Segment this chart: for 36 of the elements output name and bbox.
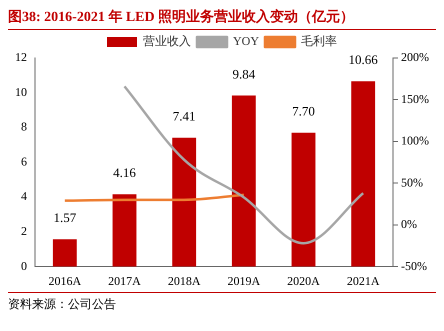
y-tick-label: 8 — [21, 120, 27, 134]
y2-tick-label: 150% — [401, 92, 430, 106]
y2-tick-label: 100% — [401, 134, 430, 148]
data-label: 4.16 — [113, 165, 136, 180]
legend-label: 营业收入 — [143, 34, 191, 48]
bar — [292, 132, 316, 267]
data-label: 9.84 — [232, 66, 256, 82]
bar — [351, 81, 376, 267]
data-label: 7.41 — [172, 108, 196, 124]
x-tick-label: 2016A — [48, 274, 82, 288]
y-tick-label: 10 — [15, 84, 27, 99]
y-tick-label: 0 — [21, 258, 27, 273]
bar — [232, 96, 256, 267]
y2-tick-label: -50% — [401, 258, 428, 273]
y-tick-label: 6 — [21, 154, 27, 168]
y2-tick-label: 200% — [401, 50, 430, 64]
y2-tick-label: 0% — [401, 217, 418, 232]
x-tick-label: 2017A — [108, 274, 142, 288]
y-tick-label: 4 — [21, 189, 27, 204]
data-label: 1.57 — [53, 210, 77, 226]
x-tick-label: 2019A — [228, 274, 260, 288]
data-label: 7.70 — [292, 104, 315, 119]
bar — [112, 194, 136, 267]
x-tick-label: 2021A — [346, 274, 380, 288]
text: 资料来源：公司公告 — [8, 292, 436, 313]
legend-label: YOY — [233, 34, 260, 48]
y2-tick-label: 50% — [401, 175, 424, 190]
chart-title: 图38: 2016-2021 年 LED 照明业务营业收入变动（亿元） — [8, 8, 436, 30]
y-tick-label: 2 — [21, 224, 27, 238]
y-tick-label: 12 — [15, 50, 27, 64]
x-tick-label: 2020A — [287, 274, 320, 288]
bar — [172, 138, 196, 267]
legend-label: 毛利率 — [301, 34, 337, 48]
bar — [52, 239, 77, 267]
x-tick-label: 2018A — [168, 274, 201, 288]
data-label: 10.66 — [348, 52, 378, 68]
